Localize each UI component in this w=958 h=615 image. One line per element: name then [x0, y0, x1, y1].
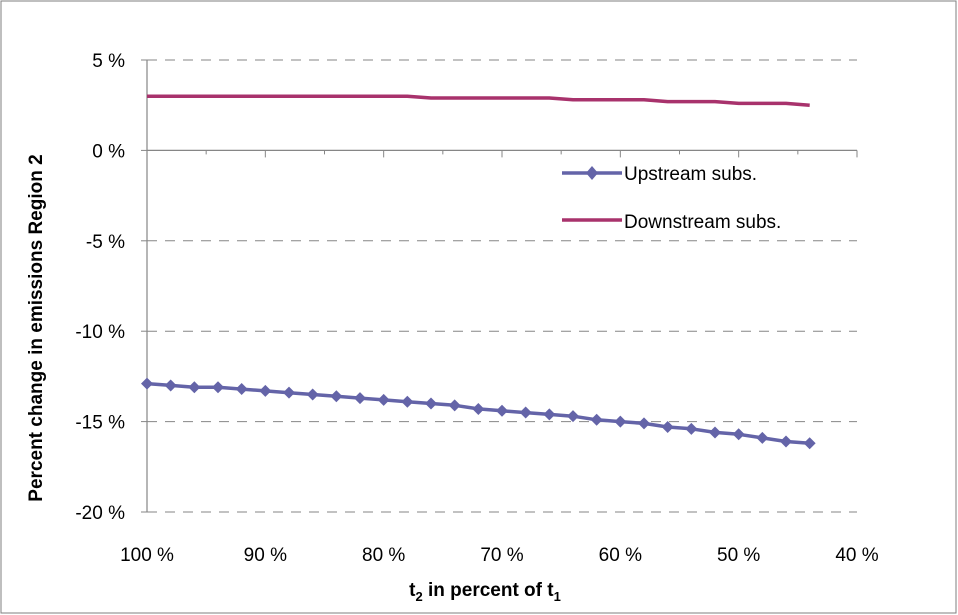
- x-axis-title-main: t: [409, 580, 416, 601]
- x-tick-label: 80 %: [362, 545, 405, 566]
- data-point-upstream-subs: [519, 406, 532, 419]
- data-point-upstream-subs: [377, 393, 390, 406]
- data-point-upstream-subs: [543, 408, 556, 421]
- data-point-upstream-subs: [590, 413, 603, 426]
- x-tick-label: 70 %: [480, 545, 523, 566]
- data-point-upstream-subs: [259, 384, 272, 397]
- x-tick-label: 40 %: [835, 545, 878, 566]
- data-point-upstream-subs: [661, 421, 674, 434]
- data-point-upstream-subs: [401, 395, 414, 408]
- data-point-upstream-subs: [212, 381, 224, 394]
- y-tick-label: -20 %: [75, 503, 125, 524]
- data-point-upstream-subs: [638, 417, 650, 430]
- tick-label-layer: 5 % 0 % -5 % -10 % -15 % -20 % 100 % 90 % 80 % 70…: [75, 51, 878, 566]
- x-tick-label: 60 %: [599, 545, 642, 566]
- data-point-upstream-subs: [306, 388, 319, 401]
- data-point-upstream-subs: [472, 402, 485, 415]
- data-point-upstream-subs: [496, 404, 508, 417]
- data-point-upstream-subs: [448, 399, 461, 412]
- data-point-upstream-subs: [614, 415, 627, 428]
- legend-marker-upstream: [586, 166, 598, 180]
- legend-label-upstream: Upstream subs.: [624, 164, 757, 185]
- data-point-upstream-subs: [685, 422, 698, 435]
- x-axis-title: t2 in percent of t1: [409, 580, 561, 604]
- y-tick-label: -5 %: [86, 232, 125, 253]
- data-point-upstream-subs: [188, 381, 201, 394]
- data-point-upstream-subs: [283, 386, 295, 399]
- data-point-upstream-subs: [235, 383, 248, 396]
- series-line-downstream-subs: [147, 94, 810, 107]
- x-tick-label: 90 %: [244, 545, 287, 566]
- data-point-upstream-subs: [425, 397, 437, 410]
- data-point-upstream-subs: [756, 431, 769, 444]
- y-axis-title: Percent change in emissions Region 2: [26, 154, 47, 501]
- series-layer: [141, 94, 816, 450]
- data-point-upstream-subs: [780, 435, 792, 448]
- legend-label-downstream: Downstream subs.: [624, 212, 781, 233]
- x-axis-title-subscript-2: 2: [415, 589, 422, 604]
- data-point-upstream-subs: [803, 437, 816, 450]
- x-axis-title-middle: in percent of t: [423, 580, 555, 601]
- data-point-upstream-subs: [164, 379, 177, 392]
- x-tick-label: 50 %: [717, 545, 760, 566]
- data-point-upstream-subs: [354, 392, 366, 405]
- x-axis-title-subscript-1: 1: [554, 589, 561, 604]
- data-point-upstream-subs: [732, 428, 745, 441]
- data-point-upstream-subs: [567, 410, 579, 423]
- y-tick-label: -15 %: [75, 413, 125, 434]
- data-point-upstream-subs: [330, 390, 343, 403]
- y-tick-label: 5 %: [92, 51, 125, 72]
- data-point-upstream-subs: [141, 377, 153, 390]
- legend: Upstream subs. Downstream subs.: [562, 164, 781, 233]
- y-tick-label: 0 %: [92, 141, 125, 162]
- data-point-upstream-subs: [709, 426, 721, 439]
- y-tick-label: -10 %: [75, 322, 125, 343]
- axes-layer: [141, 59, 858, 513]
- x-tick-label: 100 %: [120, 545, 174, 566]
